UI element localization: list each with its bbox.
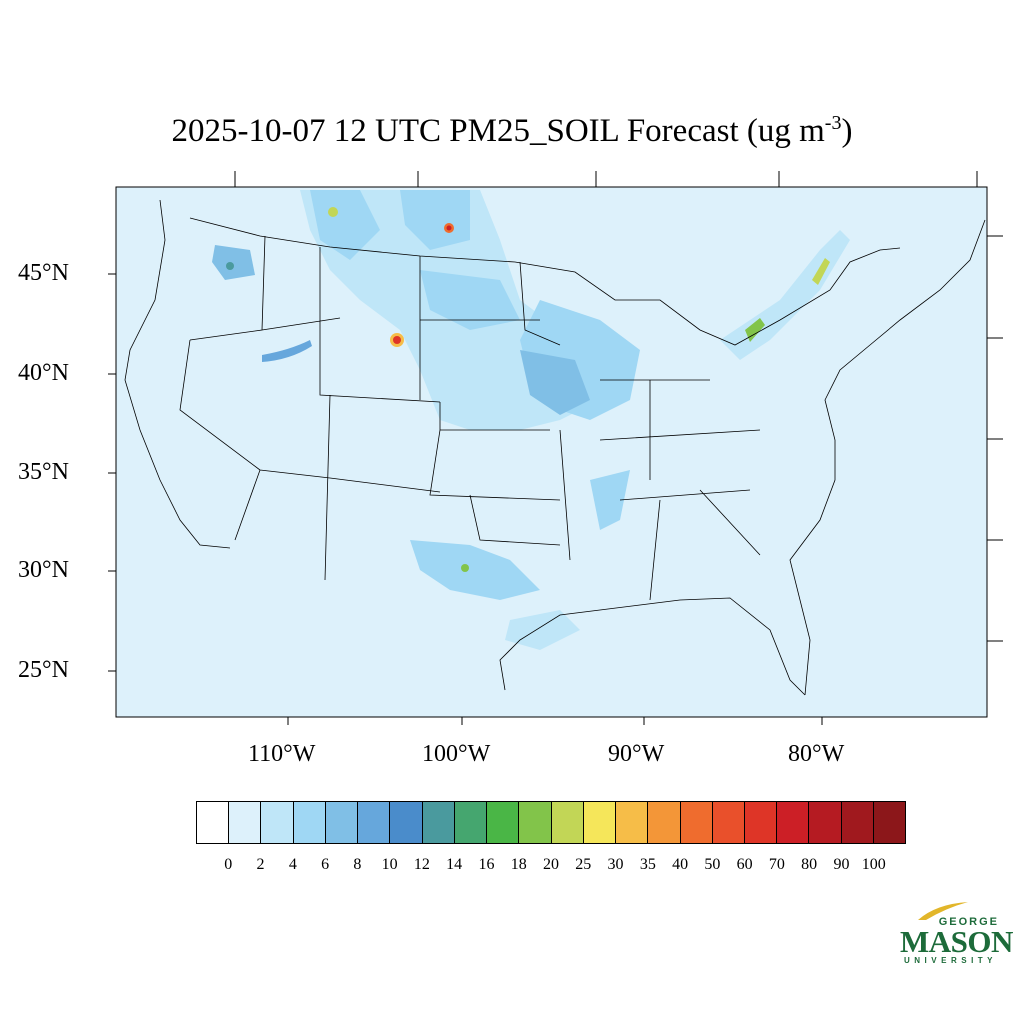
gulf-coast <box>499 597 806 696</box>
map-frame <box>115 186 988 718</box>
colorbar-label: 10 <box>381 856 398 873</box>
colorbar-swatch <box>777 802 810 843</box>
colorbar-label: 40 <box>672 856 689 873</box>
colorbar-label: 4 <box>288 856 297 873</box>
lon-label-110w: 110°W <box>248 741 316 767</box>
logo-swoosh-icon <box>918 902 968 920</box>
us-canada-border <box>189 217 901 346</box>
lat-label-35n: 35°N <box>18 459 69 485</box>
colorbar-label: 70 <box>768 856 785 873</box>
colorbar-swatch <box>325 802 359 843</box>
colorbar-swatch <box>744 802 778 843</box>
plume-montana-2 <box>400 190 470 250</box>
lat-label-25n: 25°N <box>18 657 69 683</box>
lat-label-40n: 40°N <box>18 360 69 386</box>
colorbar-swatch <box>358 802 391 843</box>
plume-idaho <box>212 245 255 280</box>
colorbar-swatch <box>551 802 584 843</box>
plume-arkansas <box>590 470 630 530</box>
colorbar-label: 18 <box>510 856 527 873</box>
plume-montana <box>310 190 380 260</box>
colorbar-label: 12 <box>413 856 430 873</box>
colorbar-swatch <box>809 802 842 843</box>
lon-label-90w: 90°W <box>608 741 665 767</box>
logo-university: UNIVERSITY <box>904 956 998 965</box>
colorbar-label: 30 <box>607 856 624 873</box>
boundaries <box>124 199 986 696</box>
colorbar-swatch <box>390 802 423 843</box>
colorbar-swatch <box>583 802 617 843</box>
state-lines <box>179 235 761 601</box>
colorbar-label: 16 <box>478 856 495 873</box>
lat-label-30n: 30°N <box>18 557 69 583</box>
colorbar-swatch <box>616 802 649 843</box>
colorbar-label: 14 <box>446 856 463 873</box>
logo-george: GEORGE <box>938 916 999 928</box>
colorbar-swatch <box>454 802 488 843</box>
colorbar-swatch <box>261 802 294 843</box>
colorbar-label: 35 <box>639 856 656 873</box>
colorbar-label: 60 <box>736 856 753 873</box>
colorbar-swatch <box>229 802 262 843</box>
lon-label-80w: 80°W <box>788 741 845 767</box>
colorbar-swatch <box>873 802 906 843</box>
hotspot-montana-a <box>328 207 338 217</box>
plume-nv-arc <box>262 340 312 362</box>
colorbar-swatch <box>680 802 713 843</box>
colorbar-label: 100 <box>861 856 886 873</box>
plume-texas <box>410 540 540 600</box>
colorbar <box>196 801 906 844</box>
colorbar-swatch <box>293 802 326 843</box>
pm25-concentration-field <box>212 190 850 650</box>
east-coast <box>789 219 986 696</box>
lon-label-100w: 100°W <box>422 741 491 767</box>
colorbar-swatch <box>487 802 520 843</box>
colorbar-label: 90 <box>833 856 850 873</box>
colorbar-swatch <box>422 802 455 843</box>
logo-mason: MASON <box>900 924 1013 959</box>
hotspot-nebraska-b <box>393 336 401 344</box>
colorbar-label: 8 <box>353 856 362 873</box>
plume-kansas-core <box>520 350 590 415</box>
colorbar-labels: 0 2 4 6 8 10 12 14 16 18 20 25 30 35 40 50 60 70 80 90 100 <box>196 856 906 876</box>
colorbar-label: 6 <box>321 856 330 873</box>
colorbar-swatch <box>841 802 874 843</box>
hotspot-ontario <box>745 318 765 342</box>
plume-dakota <box>420 270 520 330</box>
colorbar-label: 80 <box>801 856 818 873</box>
axis-ticks <box>108 171 1003 725</box>
colorbar-label: 0 <box>224 856 233 873</box>
colorbar-swatch <box>648 802 681 843</box>
plume-gulf <box>505 610 580 650</box>
colorbar-label: 20 <box>543 856 559 873</box>
west-coast <box>124 199 231 549</box>
hotspot-texas <box>461 564 469 572</box>
lat-label-45n: 45°N <box>18 260 69 286</box>
colorbar-label: 25 <box>575 856 592 873</box>
colorbar-swatch <box>197 802 230 843</box>
colorbar-label: 2 <box>256 856 265 873</box>
colorbar-swatch <box>712 802 745 843</box>
hotspot-montana-c <box>446 225 452 231</box>
gmu-logo: GEORGE MASON UNIVERSITY <box>898 898 1013 968</box>
chart-title: 2025-10-07 12 UTC PM25_SOIL Forecast (ug… <box>171 112 853 149</box>
colorbar-swatch <box>519 802 552 843</box>
hotspot-idaho <box>226 262 234 270</box>
colorbar-label: 50 <box>704 856 721 873</box>
hotspot-quebec <box>812 258 830 285</box>
